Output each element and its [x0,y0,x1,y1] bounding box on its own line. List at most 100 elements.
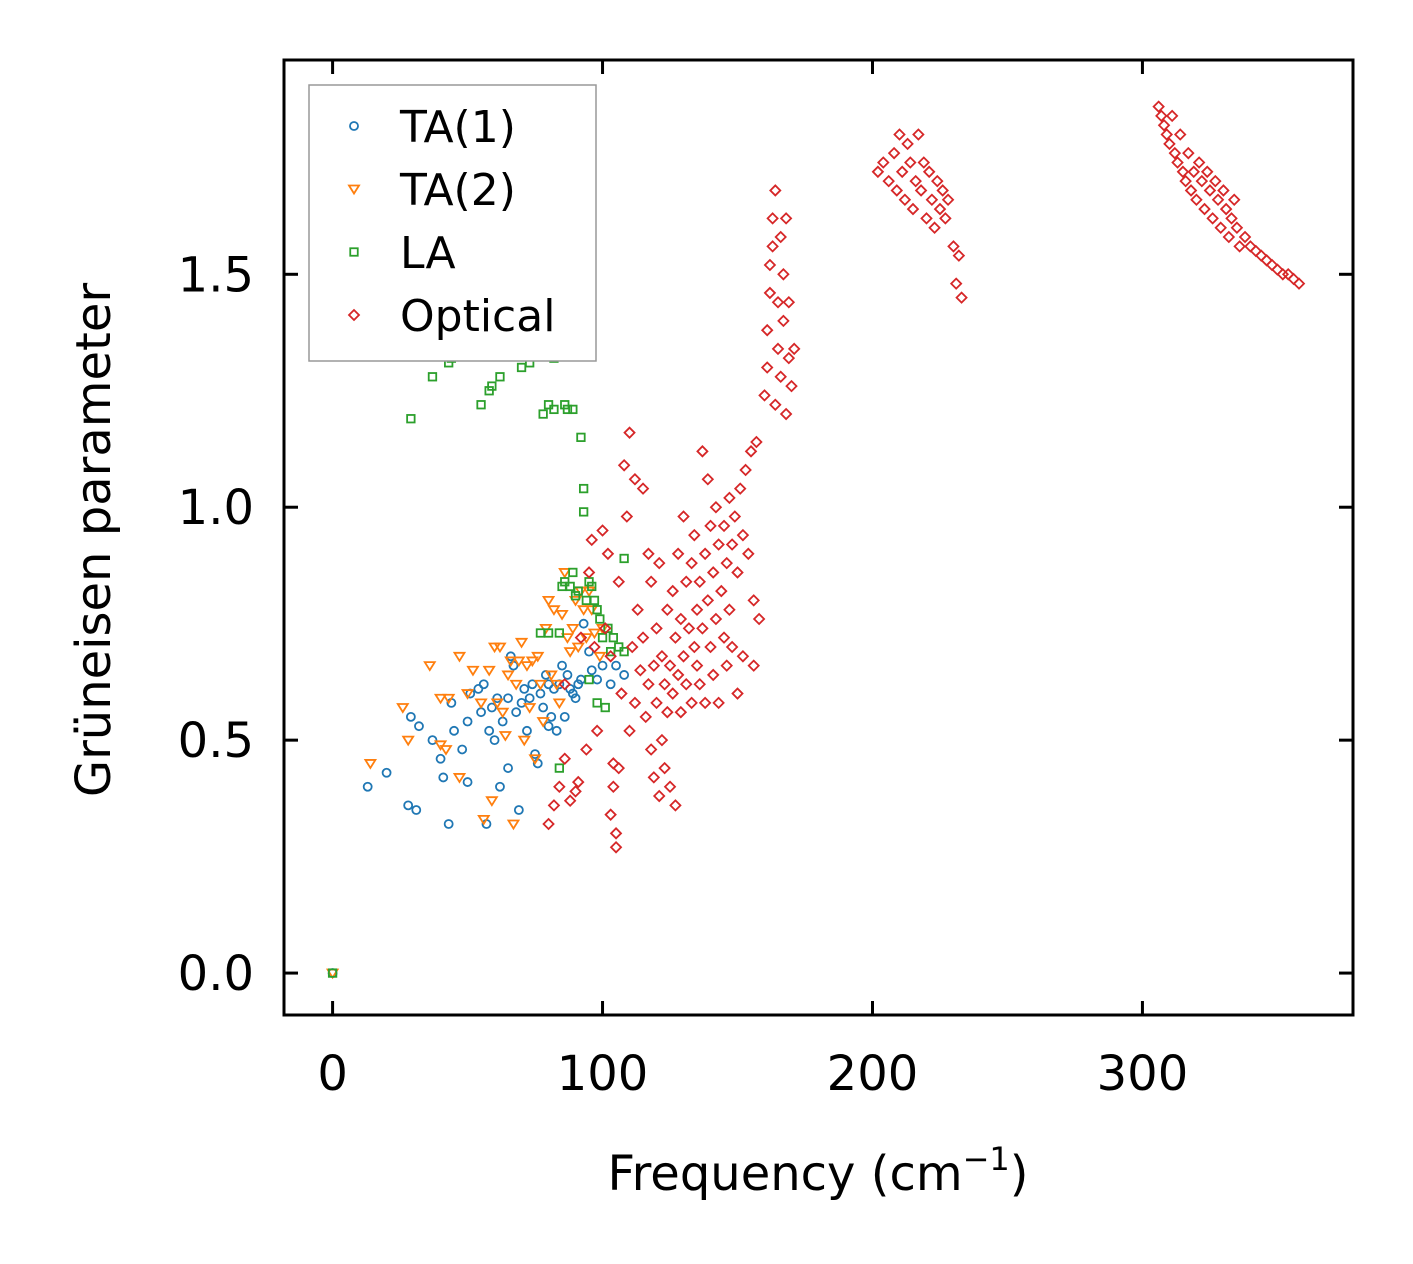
data-point [777,314,790,328]
data-point [576,432,586,442]
data-point [495,781,505,792]
data-point [1171,156,1184,169]
data-point [517,735,531,747]
data-point [955,291,968,304]
data-point [685,556,698,570]
data-point [523,703,537,714]
data-point [554,628,564,638]
data-point [493,642,507,654]
data-point [912,128,925,141]
data-point [554,763,564,773]
legend-marker [349,121,359,131]
data-point [559,711,570,722]
data-point [562,404,573,415]
data-point [609,841,623,854]
data-point [584,674,594,685]
data-point [609,827,623,840]
data-point [509,679,523,691]
data-point [563,647,577,658]
data-point [760,323,774,337]
data-point [725,538,739,551]
data-point [666,584,680,598]
data-point [519,684,530,694]
x-axis-label: Frequency (cm−1) [607,1140,1028,1202]
data-point [636,631,650,644]
data-point [1219,202,1233,216]
data-point [608,633,618,643]
data-point [560,400,570,410]
data-point [427,372,438,382]
data-point [1176,165,1190,179]
data-point [516,697,527,708]
data-point [574,631,588,644]
data-point [758,389,771,402]
data-point [715,584,728,598]
data-point [452,773,467,784]
data-point [577,605,591,616]
data-point [381,767,392,778]
data-point [639,710,653,724]
data-point [704,519,717,533]
data-point [604,808,617,821]
data-point [661,603,674,616]
data-point [725,640,739,654]
data-point [952,249,966,262]
series-optical [542,100,1306,854]
data-point [617,459,631,472]
data-point [1227,193,1241,207]
data-point [579,633,593,644]
x-tick-label: 200 [827,1046,919,1102]
data-point [1211,193,1225,207]
data-point [553,780,566,794]
data-point [477,814,491,826]
data-point [524,693,535,704]
data-point [766,240,779,253]
data-point [658,677,671,691]
data-point [922,165,936,179]
data-point [909,174,922,188]
data-point [578,483,589,494]
data-point [688,528,701,542]
data-point [525,656,539,668]
data-point [1190,193,1203,207]
data-point [474,698,488,710]
data-point [558,677,572,691]
data-point [747,659,760,672]
data-point [712,696,725,710]
data-point [736,528,750,542]
data-point [423,661,437,672]
data-point [1165,109,1179,123]
data-point [1152,100,1165,113]
legend-marker [347,308,361,322]
data-point [589,595,600,606]
data-point [396,703,410,714]
data-point [787,342,801,356]
data-point [1173,128,1187,141]
data-point [709,500,723,514]
data-point [1168,146,1182,160]
data-point [774,230,787,244]
data-point [513,805,524,815]
data-point [587,581,597,592]
data-point [661,705,674,719]
data-point [690,659,704,672]
data-point [901,137,914,151]
data-point [1198,202,1211,216]
data-point [752,612,766,626]
data-point [693,677,706,691]
data-point [625,640,639,654]
data-point [560,577,570,587]
y-tick-label: 1.0 [178,480,254,536]
data-point [411,805,422,815]
data-point [1192,156,1206,169]
data-point [628,472,642,486]
data-point [1160,128,1174,141]
data-point [620,510,634,523]
data-point [531,651,545,663]
data-point [723,491,736,505]
data-point [533,679,548,691]
data-point [717,519,731,533]
data-point [601,547,615,561]
data-point [552,698,566,710]
data-point [568,404,578,415]
